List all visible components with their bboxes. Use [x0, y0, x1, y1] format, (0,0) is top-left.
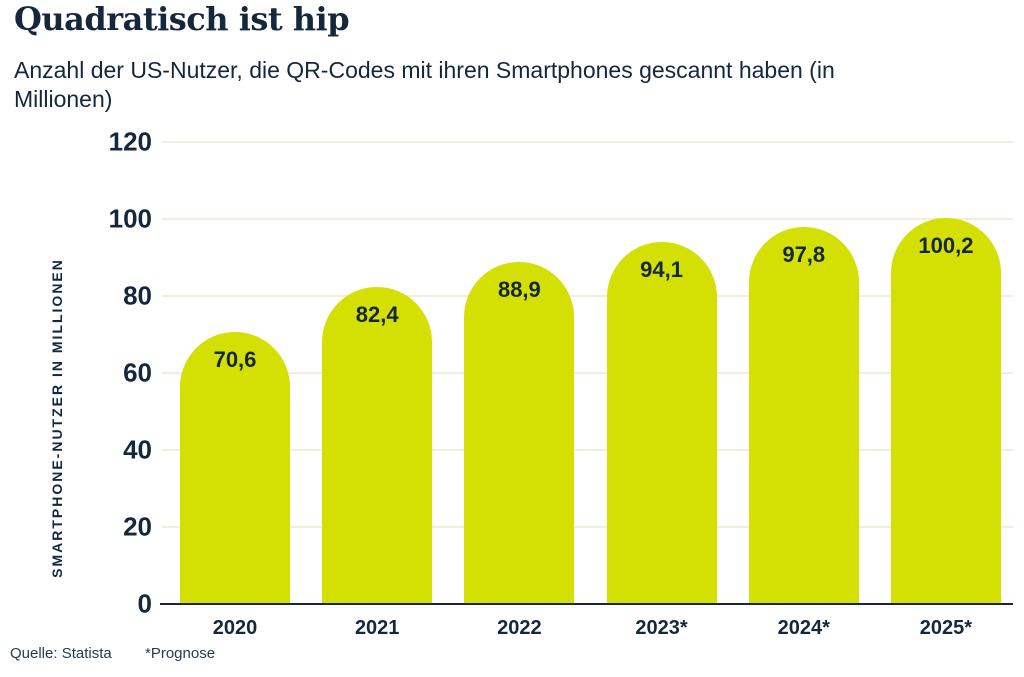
y-tick-label: 60 — [123, 357, 152, 388]
gridline — [162, 218, 1013, 220]
y-tick-label: 120 — [108, 126, 152, 157]
bar-2022: 88,9 2022 — [464, 261, 575, 639]
gridline — [162, 295, 1013, 297]
y-axis-ticks: 0 20 40 60 80 100 120 — [0, 127, 152, 619]
bar-2023: 94,1 2023* — [606, 241, 717, 639]
bar-value-label: 70,6 — [213, 347, 257, 373]
x-tick-label: 2020 — [212, 617, 258, 639]
gridline — [162, 449, 1013, 451]
bar-2025: 100,2 2025* — [890, 218, 1001, 639]
source-note: Quelle: Statista — [10, 645, 112, 662]
chart-plot-area: 70,6 2020 82,4 2021 88,9 2022 94,1 2023* 97,8 202… — [160, 141, 1013, 639]
chart-title: Quadratisch ist hip — [14, 0, 350, 38]
x-tick-label: 2021 — [354, 617, 400, 639]
y-tick-label: 20 — [123, 511, 152, 542]
bar-2021: 82,4 2021 — [322, 286, 433, 639]
x-tick-label: 2025* — [919, 617, 973, 639]
x-tick-label: 2023* — [635, 617, 688, 639]
gridline — [162, 372, 1013, 374]
bar-value-label: 94,1 — [640, 256, 683, 282]
bar-2024: 97,8 2024* — [748, 227, 859, 639]
bar-2020: 70,6 2020 — [180, 332, 290, 639]
gridline — [162, 526, 1013, 528]
x-axis-line — [160, 603, 1013, 605]
prognose-note: *Prognose — [145, 645, 216, 662]
chart-subtitle: Anzahl der US-Nutzer, die QR-Codes mit i… — [14, 57, 835, 112]
y-tick-label: 0 — [137, 588, 152, 619]
x-tick-label: 2024* — [777, 617, 830, 639]
bar-value-label: 97,8 — [782, 242, 826, 268]
y-tick-label: 80 — [123, 280, 152, 311]
bar-value-label: 100,2 — [918, 233, 974, 259]
y-tick-label: 40 — [123, 434, 152, 465]
bar-value-label: 88,9 — [497, 276, 541, 302]
y-tick-label: 100 — [108, 203, 152, 234]
x-tick-label: 2022 — [497, 617, 542, 639]
gridline — [162, 141, 1013, 143]
bar-group: 70,6 2020 82,4 2021 88,9 2022 94,1 2023* 97,8 202… — [168, 142, 1013, 639]
bar-value-label: 82,4 — [355, 301, 399, 327]
